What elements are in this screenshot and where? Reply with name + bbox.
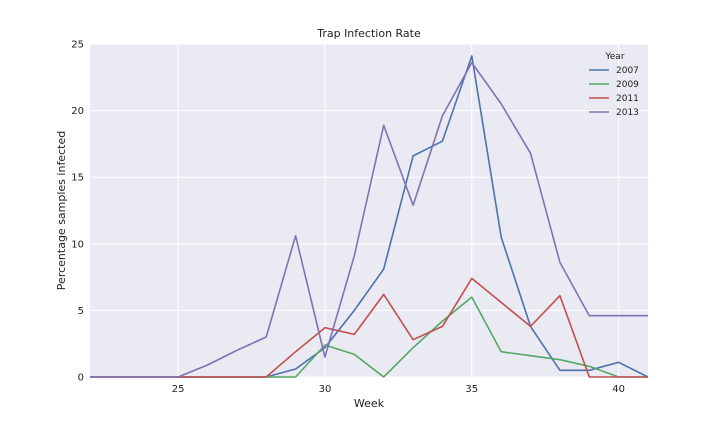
y-tick-label: 5 [78, 306, 84, 317]
y-tick-label: 15 [71, 173, 84, 184]
y-tick-label: 10 [71, 239, 84, 250]
series-line-2011 [90, 277, 648, 378]
legend-label-2007: 2007 [616, 66, 639, 76]
legend-label-2013: 2013 [616, 108, 639, 118]
legend-label-2009: 2009 [616, 80, 639, 90]
plot-area [90, 44, 648, 377]
legend-label-2011: 2011 [616, 94, 639, 104]
y-tick-label: 25 [71, 40, 84, 51]
series-line-2013 [90, 61, 648, 378]
y-axis-label: Percentage samples infected [55, 131, 68, 290]
x-tick-label: 30 [319, 384, 332, 395]
tick-labels: 25 30 35 40 0 5 10 15 20 25 [71, 40, 625, 396]
chart-title: Trap Infection Rate [316, 27, 421, 40]
series-lines [90, 55, 649, 378]
legend: Year 2007 2009 2011 2013 [589, 52, 639, 118]
x-tick-label: 35 [465, 384, 478, 395]
y-tick-label: 0 [78, 373, 84, 384]
y-tick-label: 20 [71, 106, 84, 117]
x-axis-label: Week [354, 397, 385, 410]
x-tick-label: 25 [172, 384, 185, 395]
x-tick-label: 40 [612, 384, 625, 395]
legend-title: Year [604, 52, 624, 62]
